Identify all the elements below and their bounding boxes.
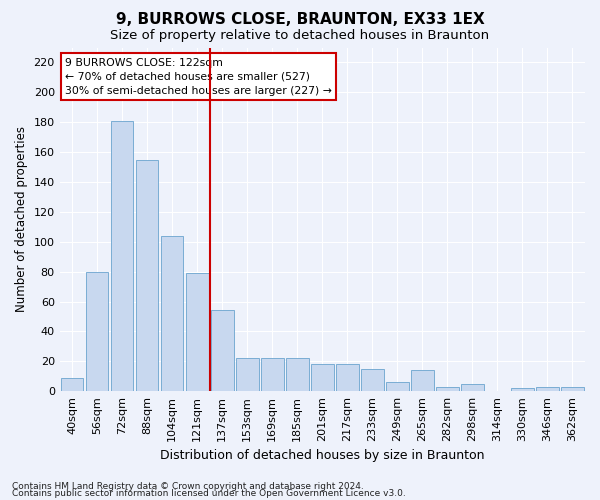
Bar [436,386,458,391]
Text: Size of property relative to detached houses in Braunton: Size of property relative to detached ho… [110,29,490,42]
Text: Contains HM Land Registry data © Crown copyright and database right 2024.: Contains HM Land Registry data © Crown c… [12,482,364,491]
Bar [261,358,284,391]
Text: 9, BURROWS CLOSE, BRAUNTON, EX33 1EX: 9, BURROWS CLOSE, BRAUNTON, EX33 1EX [116,12,484,28]
Bar [136,160,158,391]
X-axis label: Distribution of detached houses by size in Braunton: Distribution of detached houses by size … [160,450,485,462]
Bar [461,384,484,391]
Bar [286,358,308,391]
Text: Contains public sector information licensed under the Open Government Licence v3: Contains public sector information licen… [12,489,406,498]
Bar [111,120,133,391]
Bar [211,310,233,391]
Text: 9 BURROWS CLOSE: 122sqm
← 70% of detached houses are smaller (527)
30% of semi-d: 9 BURROWS CLOSE: 122sqm ← 70% of detache… [65,58,332,96]
Bar [236,358,259,391]
Bar [361,369,383,391]
Bar [336,364,359,391]
Bar [161,236,184,391]
Bar [311,364,334,391]
Bar [561,386,584,391]
Bar [386,382,409,391]
Bar [536,386,559,391]
Bar [86,272,109,391]
Y-axis label: Number of detached properties: Number of detached properties [15,126,28,312]
Bar [511,388,534,391]
Bar [61,378,83,391]
Bar [411,370,434,391]
Bar [186,273,209,391]
